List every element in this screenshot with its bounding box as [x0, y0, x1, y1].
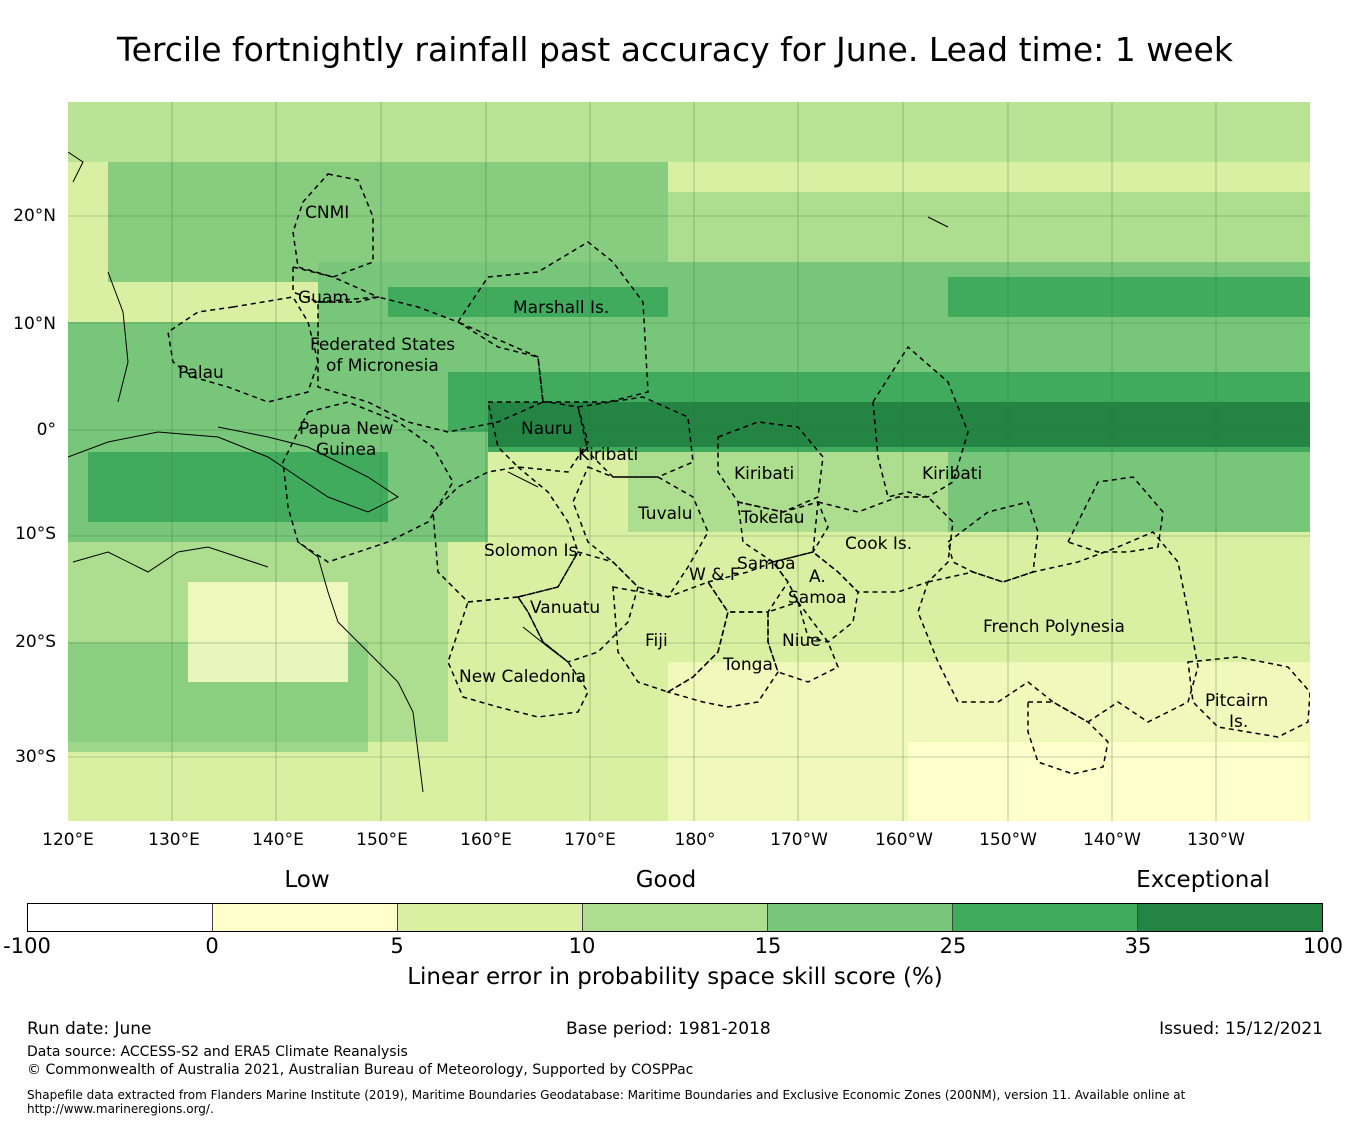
- band-north: [68, 102, 1310, 162]
- label-kiribati-east: Kiribati: [922, 464, 982, 484]
- colorbar-tick-10: 10: [568, 934, 596, 958]
- colorbar: [27, 903, 1323, 932]
- lat-label-10n: 10°N: [13, 314, 56, 334]
- band-south-east: [948, 452, 1310, 532]
- lon-label-170e: 170°E: [564, 830, 616, 850]
- colorbar-swatch-5: [953, 904, 1138, 931]
- issued-date: Issued: 15/12/2021: [1159, 1019, 1323, 1039]
- colorbar-tick-25: 25: [939, 934, 967, 958]
- colorbar-tick-0: 0: [205, 934, 219, 958]
- lon-label-140w: 140°W: [1083, 830, 1141, 850]
- label-french-polynesia: French Polynesia: [983, 617, 1125, 637]
- lat-label-0: 0°: [36, 420, 56, 440]
- colorbar-swatch-4: [768, 904, 953, 931]
- colorbar-tick-35: 35: [1124, 934, 1152, 958]
- lon-label-160e: 160°E: [460, 830, 512, 850]
- lat-label-20n: 20°N: [13, 206, 56, 226]
- copyright: © Commonwealth of Australia 2021, Austra…: [27, 1062, 694, 1078]
- colorbar-swatch-6: [1138, 904, 1322, 931]
- band-itcz-east: [948, 277, 1310, 317]
- label-pitcairn-line2: Is.: [1229, 712, 1248, 732]
- label-niue: Niue: [782, 631, 821, 651]
- lon-label-130w: 130°W: [1187, 830, 1245, 850]
- label-kiribati-west: Kiribati: [578, 445, 638, 465]
- category-low: Low: [284, 867, 330, 893]
- label-cnmi: CNMI: [305, 203, 349, 223]
- label-tokelau: Tokelau: [740, 508, 805, 528]
- band-itcz-west: [388, 287, 668, 317]
- label-kiribati-central: Kiribati: [734, 464, 794, 484]
- category-good: Good: [635, 867, 697, 893]
- eez-boundaries: [167, 173, 1310, 775]
- label-fsm-line1: Federated States: [310, 335, 455, 355]
- label-nauru: Nauru: [521, 419, 573, 439]
- label-american-samoa-line1: A.: [809, 567, 826, 587]
- band-far-south: [908, 742, 1308, 821]
- colorbar-label: Linear error in probability space skill …: [407, 964, 943, 990]
- category-exceptional: Exceptional: [1136, 867, 1270, 893]
- lon-label-120e: 120°E: [42, 830, 94, 850]
- shapefile-credit: Shapefile data extracted from Flanders M…: [27, 1088, 1186, 1116]
- band-equator-core: [488, 402, 1310, 447]
- lat-label-10s: 10°S: [15, 524, 56, 544]
- label-new-caledonia: New Caledonia: [459, 667, 586, 687]
- label-vanuatu: Vanuatu: [530, 598, 600, 618]
- colorbar-swatch-3: [583, 904, 768, 931]
- label-palau: Palau: [178, 363, 224, 383]
- label-fsm-line2: of Micronesia: [326, 356, 439, 376]
- label-fiji: Fiji: [645, 631, 668, 651]
- label-cook: Cook Is.: [845, 534, 912, 554]
- colorbar-tick-neg100: -100: [3, 934, 51, 958]
- colorbar-swatch-1: [213, 904, 398, 931]
- data-source: Data source: ACCESS-S2 and ERA5 Climate …: [27, 1044, 408, 1060]
- label-png-line2: Guinea: [316, 440, 376, 460]
- lon-label-150e: 150°E: [356, 830, 408, 850]
- label-american-samoa-line2: Samoa: [788, 588, 847, 608]
- base-period: Base period: 1981-2018: [566, 1019, 771, 1039]
- colorbar-tick-5: 5: [390, 934, 404, 958]
- label-wallis-futuna: W & F: [689, 565, 740, 585]
- lon-label-150w: 150°W: [979, 830, 1037, 850]
- colorbar-swatch-2: [398, 904, 583, 931]
- label-png-line1: Papua New: [299, 419, 393, 439]
- lon-label-170w: 170°W: [770, 830, 828, 850]
- label-solomon: Solomon Is.: [484, 541, 583, 561]
- lon-label-130e: 130°E: [148, 830, 200, 850]
- band-png-core: [88, 452, 388, 522]
- lon-label-180: 180°: [674, 830, 716, 850]
- gridlines: [68, 102, 1310, 821]
- label-tonga: Tonga: [722, 655, 773, 675]
- australia-interior: [188, 582, 348, 682]
- lat-label-30s: 30°S: [15, 747, 56, 767]
- lon-label-160w: 160°W: [875, 830, 933, 850]
- label-guam: Guam: [298, 288, 349, 308]
- colorbar-swatch-0: [28, 904, 213, 931]
- label-samoa: Samoa: [737, 554, 796, 574]
- label-pitcairn-line1: Pitcairn: [1205, 691, 1268, 711]
- run-date: Run date: June: [27, 1019, 152, 1039]
- lat-label-20s: 20°S: [15, 632, 56, 652]
- skill-map: CNMI Guam Marshall Is. Federated States …: [68, 102, 1310, 821]
- map-panel: CNMI Guam Marshall Is. Federated States …: [68, 102, 1310, 821]
- label-tuvalu: Tuvalu: [637, 504, 693, 524]
- colorbar-tick-15: 15: [754, 934, 782, 958]
- colorbar-tick-100: 100: [1302, 934, 1344, 958]
- label-marshall: Marshall Is.: [513, 298, 609, 318]
- lon-label-140e: 140°E: [252, 830, 304, 850]
- chart-title: Tercile fortnightly rainfall past accura…: [117, 30, 1233, 69]
